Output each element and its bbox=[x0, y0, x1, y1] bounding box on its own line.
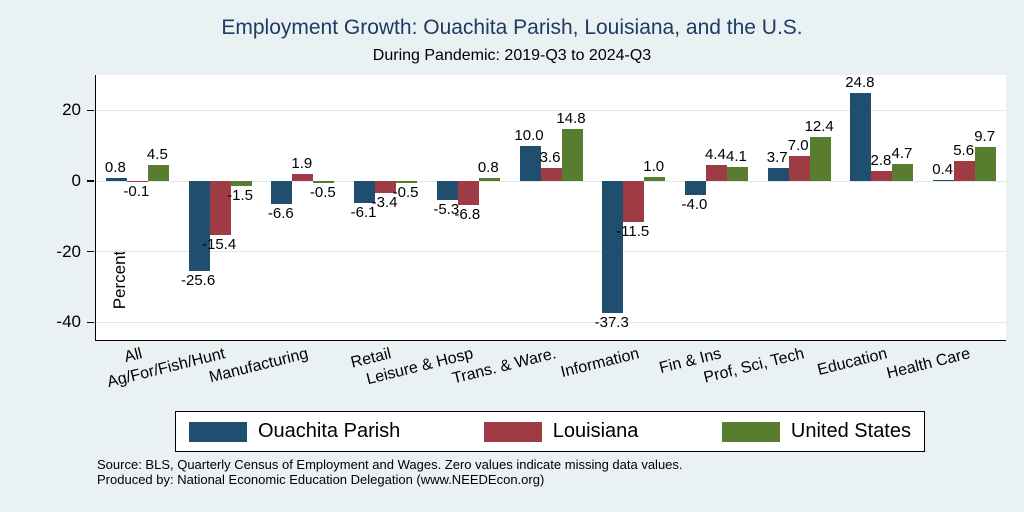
bar-value-label: -0.1 bbox=[123, 183, 150, 200]
y-axis-tick-label: -20 bbox=[56, 241, 81, 261]
legend-item: Ouachita Parish bbox=[189, 420, 400, 443]
bar-value-label: 0.8 bbox=[477, 159, 499, 177]
bar-value-label: -6.8 bbox=[454, 206, 481, 224]
bar-value-label: 14.8 bbox=[556, 109, 586, 127]
bar-value-label: -11.5 bbox=[616, 222, 650, 240]
bar-value-label: -6.6 bbox=[267, 205, 294, 223]
y-axis-tick-label: 20 bbox=[62, 100, 81, 120]
bar-united-states bbox=[313, 181, 335, 183]
bar-value-label: 4.5 bbox=[146, 146, 168, 164]
bar-value-label: 5.6 bbox=[953, 142, 975, 160]
bar-united-states bbox=[809, 137, 831, 181]
bar-value-label: 0.4 bbox=[932, 160, 954, 178]
bar-ouachita-parish bbox=[436, 181, 458, 200]
y-axis-tick-label: -40 bbox=[56, 312, 81, 332]
y-axis-tick bbox=[87, 109, 94, 112]
y-axis-tick bbox=[87, 250, 94, 253]
bar-value-label: 1.9 bbox=[291, 155, 313, 173]
chart-subtitle: During Pandemic: 2019-Q3 to 2024-Q3 bbox=[372, 47, 652, 64]
bar-value-label: 4.1 bbox=[726, 147, 747, 165]
bar-value-label: 2.8 bbox=[870, 152, 892, 170]
bar-value-label: -4.0 bbox=[681, 196, 708, 214]
source-note: Source: BLS, Quarterly Census of Employm… bbox=[97, 457, 683, 472]
bar-ouachita-parish bbox=[188, 181, 210, 272]
bar-value-label: 3.6 bbox=[539, 149, 561, 167]
bar-ouachita-parish bbox=[933, 179, 955, 181]
bar-ouachita-parish bbox=[519, 145, 541, 181]
bar-value-label: 4.4 bbox=[705, 146, 726, 164]
chart-title: Employment Growth: Ouachita Parish, Loui… bbox=[221, 16, 803, 39]
bar-value-label: 4.7 bbox=[891, 145, 913, 163]
bar-value-label: -0.5 bbox=[309, 183, 336, 201]
gridline bbox=[96, 321, 1006, 323]
bar-value-label: -0.5 bbox=[392, 183, 419, 201]
legend-label: Ouachita Parish bbox=[258, 420, 401, 442]
bar-value-label: -3.4 bbox=[371, 194, 398, 211]
bar-value-label: 1.0 bbox=[643, 158, 665, 176]
bar-value-label: 10.0 bbox=[514, 126, 544, 144]
y-axis-tick bbox=[87, 180, 94, 182]
bar-louisiana bbox=[209, 181, 231, 236]
bar-united-states bbox=[975, 146, 997, 181]
bar-value-label: -15.4 bbox=[201, 236, 237, 254]
footer-notes: Source: BLS, Quarterly Census of Employm… bbox=[97, 457, 683, 487]
legend-swatch bbox=[721, 421, 780, 442]
gridline bbox=[96, 109, 1006, 111]
legend-item: Louisiana bbox=[483, 420, 639, 443]
bar-louisiana bbox=[540, 168, 562, 181]
bar-value-label: -6.1 bbox=[350, 203, 377, 221]
bar-ouachita-parish bbox=[602, 181, 624, 313]
bar-united-states bbox=[147, 165, 169, 181]
bar-value-label: -25.6 bbox=[180, 272, 216, 290]
bar-united-states bbox=[726, 166, 748, 181]
legend-swatch bbox=[189, 421, 247, 442]
legend-label: Louisiana bbox=[552, 420, 639, 442]
legend-item: United States bbox=[721, 420, 911, 443]
bar-louisiana bbox=[954, 161, 976, 181]
legend-label: United States bbox=[790, 420, 911, 442]
bar-ouachita-parish bbox=[850, 93, 872, 181]
bar-louisiana bbox=[623, 181, 645, 222]
bar-louisiana bbox=[457, 181, 479, 206]
bar-value-label: 9.7 bbox=[974, 127, 996, 145]
gridline bbox=[96, 251, 1006, 253]
bar-united-states bbox=[230, 181, 252, 187]
bar-united-states bbox=[478, 178, 500, 181]
bar-ouachita-parish bbox=[105, 178, 127, 181]
bar-united-states bbox=[396, 181, 418, 183]
legend-swatch bbox=[483, 421, 542, 442]
bar-united-states bbox=[644, 177, 666, 181]
y-axis-tick-label: 0 bbox=[71, 171, 81, 190]
bar-louisiana bbox=[871, 171, 893, 181]
bar-ouachita-parish bbox=[684, 181, 706, 196]
plot-area: Percent bbox=[95, 75, 1006, 341]
bar-louisiana bbox=[126, 181, 148, 182]
produced-by-note: Produced by: National Economic Education… bbox=[97, 472, 545, 487]
bar-value-label: -1.5 bbox=[227, 187, 254, 205]
legend: Ouachita Parish Louisiana United States bbox=[175, 411, 925, 452]
bar-ouachita-parish bbox=[354, 181, 376, 203]
bar-united-states bbox=[561, 128, 583, 181]
bar-value-label: 3.7 bbox=[766, 148, 788, 166]
bar-value-label: 24.8 bbox=[845, 74, 875, 92]
gridline bbox=[96, 180, 1006, 182]
bar-united-states bbox=[892, 164, 914, 181]
bar-value-label: 12.4 bbox=[804, 118, 834, 136]
bar-ouachita-parish bbox=[767, 167, 789, 181]
bar-value-label: -5.3 bbox=[433, 200, 460, 218]
bar-value-label: -37.3 bbox=[594, 313, 629, 331]
bar-value-label: 7.0 bbox=[787, 137, 809, 155]
bar-value-label: 0.8 bbox=[104, 159, 126, 177]
bar-ouachita-parish bbox=[271, 181, 293, 205]
y-axis-tick bbox=[87, 321, 94, 324]
bar-louisiana bbox=[705, 165, 727, 181]
bar-louisiana bbox=[375, 181, 397, 193]
bar-louisiana bbox=[788, 156, 810, 181]
bar-louisiana bbox=[292, 174, 314, 181]
